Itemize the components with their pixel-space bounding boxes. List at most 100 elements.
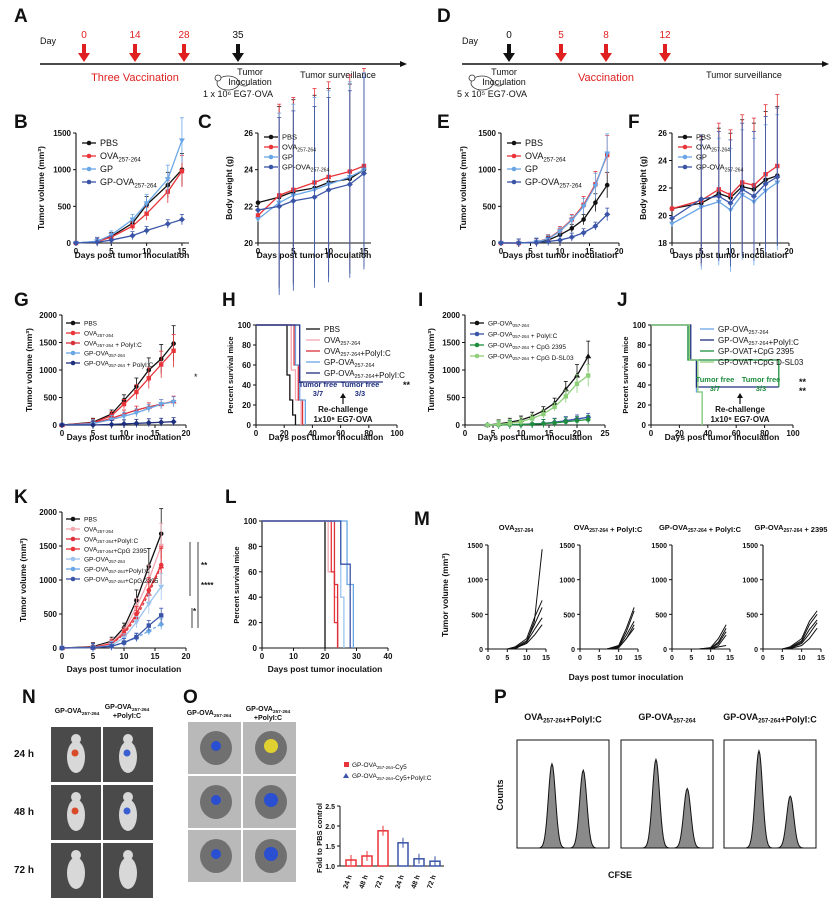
data-point [569,226,575,231]
y-tick-label: 0 [754,647,758,654]
survival-step [256,324,297,425]
legend-marker [511,166,517,172]
y-tick-label: 0 [253,644,258,653]
mouse-growth-line [763,627,818,650]
timeline-arrow-head [600,53,612,62]
y-tick-label: 2.0 [325,824,335,831]
data-point [669,221,675,227]
data-point [145,601,152,607]
y-tick-label: 100 [244,517,258,526]
column-label: GP-OVA257-264 [55,708,100,717]
timeline-arrow-head [555,53,567,62]
y-tick-label: 80 [248,542,257,551]
legend-text: GP-OVA257-264 [84,556,126,564]
y-axis-title: Tumor volume (mm³) [426,328,436,412]
timeline-phase-label: Three Vaccination [91,72,179,84]
data-point [121,420,127,427]
data-point [774,174,781,180]
data-point [568,218,575,224]
chart-p: OVA257-264+PolyI:C GP-OVA257-264 GP-OVA257… [495,712,817,880]
legend-text: GP-OVA257-264 + CpG 2395 [488,342,566,351]
y-tick-label: 0 [479,647,483,654]
x-tick-label: 10 [798,655,806,662]
y-axis-title: Percent survival mice [621,336,630,413]
legend-text: GP-OVAT+CpG 2395 [718,347,795,356]
x-tick-label: 15 [634,655,642,662]
x-axis-title: Days post tumor inoculation [67,664,182,674]
legend-marker [511,153,517,159]
legend-marker [70,556,76,562]
x-tick-label: 48 h [359,874,370,890]
series-line [501,154,608,244]
legend-marker [70,536,76,542]
data-point [255,217,261,223]
data-point [108,232,115,238]
data-point [90,645,96,650]
data-point [580,229,587,236]
x-tick-label: 20 [321,652,330,661]
legend-text: GP-OVA257-264+CpG 2395 [84,576,159,585]
x-axis-title: Days post tumor inoculation [478,432,593,442]
fluorescence-spot [264,739,278,753]
legend-marker [86,179,92,185]
x-axis-title: CFSE [608,870,632,880]
y-tick-label: 0 [456,421,461,430]
significance-mark: ** [403,380,411,390]
legend-text: GP-OVA257-264+PolyI:C [718,336,799,347]
y-tick-label: 60 [637,361,646,370]
x-tick-label: 5 [91,429,96,438]
y-axis-title: Percent survival mice [226,336,235,413]
data-point [159,362,164,367]
data-point [164,177,171,183]
rechallenge-arrowhead [340,393,346,398]
timeline-day-number: 12 [659,30,671,41]
timeline-phase-label: Vaccination [578,72,634,84]
timeline-dose-label: 1 x 10⁶ EG7·OVA [203,89,273,99]
data-point [485,422,490,428]
legend-text: OVA257-264+PolyI:C [84,536,138,545]
data-point [121,401,127,407]
data-point [143,201,150,207]
series-line [61,343,175,426]
mouse-growth-line [672,631,727,650]
annotation-text: 3/7 [710,384,720,393]
timeline-day-number: 28 [178,30,190,41]
data-point [604,182,610,188]
facet-title: GP-OVA257-264 [638,712,696,725]
panel-o: GP-OVA257-264GP-OVA257-264+PolyI:C1.01.5… [187,706,444,890]
survival-step [262,520,354,648]
data-point [146,587,152,593]
panel-letter-l: L [225,487,237,508]
data-point [108,417,115,423]
y-tick-label: 0 [67,239,72,248]
x-tick-label: 100 [390,429,404,438]
survival-step [262,520,326,648]
y-tick-label: 1000 [53,166,71,175]
panel-letter-k: K [14,487,28,508]
y-tick-label: 0 [53,644,58,653]
data-point [750,193,757,200]
panel-letter-b: B [14,112,28,133]
y-tick-label: 0 [247,421,252,430]
data-point [164,220,171,227]
x-tick-label: 10 [120,652,129,661]
legend-text: PBS [100,138,118,148]
legend-text: GP [525,164,538,174]
facet-m-2: 0 5 10 15 0 500 1000 1500 OVA257-264 + PolyI:C [559,523,643,662]
panel-letter-n: N [22,687,36,708]
data-point [498,240,504,246]
y-tick-label: 26 [244,129,253,138]
y-tick-label: 0 [642,421,647,430]
y-tick-label: 2000 [39,508,57,517]
survival-step [256,324,383,383]
facet-title: OVA257-264+PolyI:C [524,712,602,725]
y-axis-title: Body weight (g) [224,156,234,220]
data-point [143,227,150,234]
mouse-tail [492,83,504,87]
legend-text: GP-OVA257-264+PolyI:C [324,369,405,380]
x-tick-label: 20 [182,429,191,438]
timeline-day-number: 8 [603,30,609,41]
y-tick-label: 100 [633,321,647,330]
